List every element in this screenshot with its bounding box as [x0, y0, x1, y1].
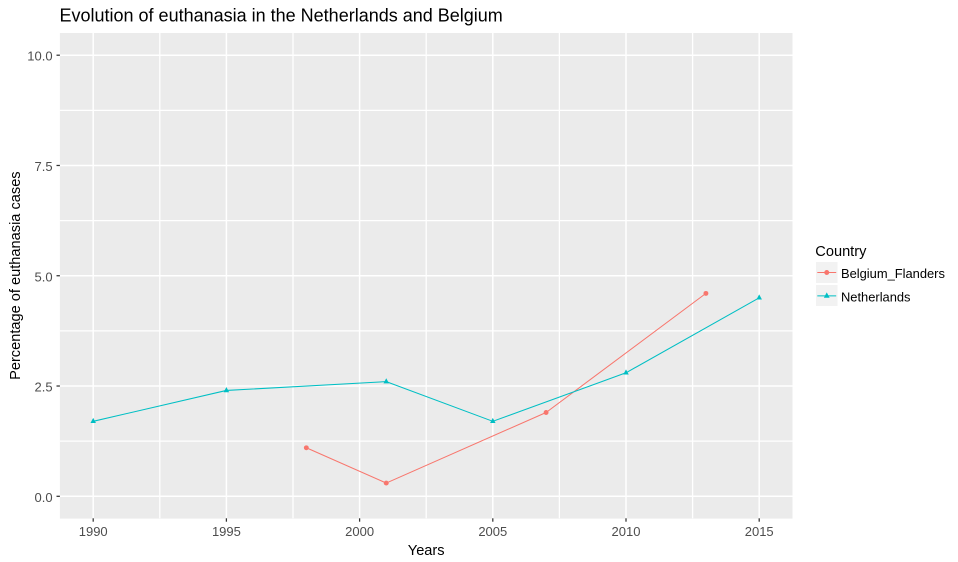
svg-text:Percentage of euthanasia cases: Percentage of euthanasia cases [8, 171, 24, 380]
svg-text:1995: 1995 [212, 524, 241, 539]
svg-text:2000: 2000 [345, 524, 374, 539]
svg-text:2.5: 2.5 [35, 380, 53, 395]
svg-text:2015: 2015 [745, 524, 774, 539]
svg-text:10.0: 10.0 [27, 49, 52, 64]
svg-text:Netherlands: Netherlands [841, 290, 911, 305]
svg-text:Years: Years [408, 543, 445, 559]
svg-text:5.0: 5.0 [35, 269, 53, 284]
svg-text:0.0: 0.0 [35, 490, 53, 505]
svg-text:Country: Country [815, 244, 867, 260]
svg-text:2010: 2010 [612, 524, 641, 539]
svg-text:1990: 1990 [79, 524, 108, 539]
svg-text:Belgium_Flanders: Belgium_Flanders [841, 266, 945, 281]
svg-text:7.5: 7.5 [35, 159, 53, 174]
svg-text:Evolution of euthanasia in the: Evolution of euthanasia in the Netherlan… [60, 5, 503, 25]
svg-text:2005: 2005 [478, 524, 507, 539]
